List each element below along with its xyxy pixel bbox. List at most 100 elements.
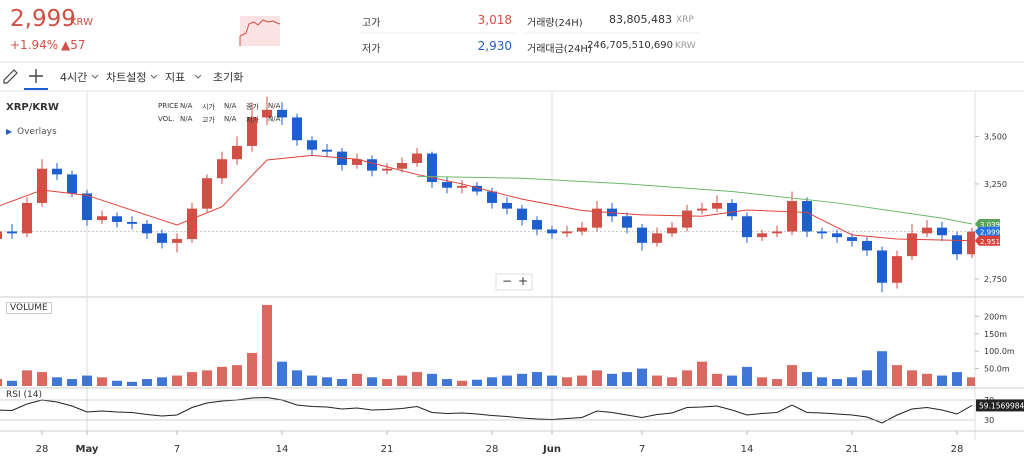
candle-body [847, 237, 857, 241]
volume-bar [0, 379, 2, 386]
moving-average [416, 175, 973, 225]
candle-body [442, 182, 452, 188]
pane-title: VOLUME [6, 302, 52, 314]
candle-body [532, 220, 542, 230]
symbol: XRP/KRW [6, 102, 59, 113]
candle-body [922, 227, 932, 234]
volume-bar [67, 379, 77, 386]
price-tag [975, 219, 1000, 230]
stat-label: 거래대금(24H) [527, 44, 592, 55]
volume-bar [517, 373, 527, 386]
candle-body [187, 208, 197, 240]
info-label: 고가 [202, 116, 215, 124]
volume-bar [412, 372, 422, 386]
info-value: N/A [224, 102, 237, 110]
candle-body [862, 240, 872, 251]
volume-bar [937, 375, 947, 386]
plot [0, 92, 975, 431]
stat-value: 246,705,510,690 [587, 40, 673, 51]
candle-body [742, 216, 752, 238]
x-tick-label: May [76, 444, 99, 455]
volume-bar [427, 373, 437, 386]
change-amount: ▲57 [61, 38, 86, 52]
volume-bar [352, 373, 362, 386]
candle-body [127, 221, 137, 224]
volume-bar [262, 304, 272, 386]
moving-average [0, 154, 973, 242]
volume-bar [592, 370, 602, 386]
candle-body [37, 168, 47, 203]
y-tick-label: 2,750 [984, 275, 1007, 284]
volume-bar [367, 377, 377, 386]
y-tick-label: 150m [984, 330, 1007, 339]
candle-body [667, 227, 677, 234]
candle-body [352, 159, 362, 165]
volume-bar [247, 352, 257, 386]
price-tag [975, 226, 1000, 237]
dropdown-chevron [194, 74, 202, 79]
info-value: N/A [224, 115, 237, 123]
candle-body [262, 109, 272, 118]
volume-bar [847, 377, 857, 386]
volume-bar [907, 370, 917, 386]
volume-bar [7, 380, 17, 386]
candle-body [952, 235, 962, 255]
toolbar-item[interactable]: 지표 [165, 71, 186, 84]
candle-body [202, 178, 212, 209]
candle-body [292, 117, 302, 141]
toolbar-item[interactable]: 차트설정 [106, 71, 147, 84]
volume-bar [442, 379, 452, 386]
zoom-in[interactable]: + [518, 274, 529, 288]
candle-body [502, 202, 512, 209]
volume-bar [547, 375, 557, 386]
info-label: VOL. [158, 115, 175, 123]
volume-bar [727, 375, 737, 386]
candle-body [52, 168, 62, 175]
crosshair-tool-icon[interactable] [29, 69, 43, 83]
volume-bar [337, 379, 347, 386]
candle-body [787, 201, 797, 232]
info-value: N/A [180, 115, 193, 123]
overlay-arrow[interactable]: ▶ [6, 127, 13, 136]
x-tick-label: 7 [639, 444, 645, 455]
y-tick-label: 50.0m [984, 365, 1010, 374]
candle-body [307, 140, 317, 150]
candle-body [652, 233, 662, 243]
rsi-line [0, 396, 973, 424]
change-rate: +1.94% [10, 38, 59, 52]
candle-body [367, 159, 377, 171]
y-tick-label: 3,500 [984, 132, 1007, 141]
candle-body [232, 145, 242, 160]
volume-bar [967, 377, 975, 386]
x-tick-label: 21 [846, 444, 859, 455]
currency: KRW [70, 17, 93, 28]
info-value: N/A [180, 102, 193, 110]
volume-bar [22, 370, 32, 386]
volume-bar [667, 377, 677, 386]
stat-unit: KRW [675, 41, 696, 51]
x-tick-label: 14 [741, 444, 754, 455]
candle-body [172, 239, 182, 243]
candle-body [907, 233, 917, 257]
candle-body [217, 159, 227, 179]
volume-bar [232, 365, 242, 386]
candle-body [697, 208, 707, 211]
candle-body [487, 191, 497, 203]
toolbar-item[interactable]: 4시간 [60, 71, 88, 84]
toolbar-item[interactable]: 초기화 [213, 71, 244, 84]
zoom-out[interactable]: − [502, 274, 513, 288]
volume-bar [787, 365, 797, 386]
price-tag-label: 3,039 [980, 221, 1000, 229]
candle-body [7, 231, 17, 234]
volume-bar [817, 377, 827, 386]
draw-tool-icon[interactable] [3, 69, 18, 84]
volume-bar [502, 375, 512, 386]
candle-body [937, 227, 947, 236]
volume-bar [712, 373, 722, 386]
candle-body [412, 153, 422, 164]
overlays-toggle[interactable]: Overlays [17, 127, 57, 137]
candle-body [772, 231, 782, 234]
volume-bar [607, 373, 617, 386]
stat-label: 저가 [362, 44, 381, 55]
candle-body [322, 149, 332, 152]
